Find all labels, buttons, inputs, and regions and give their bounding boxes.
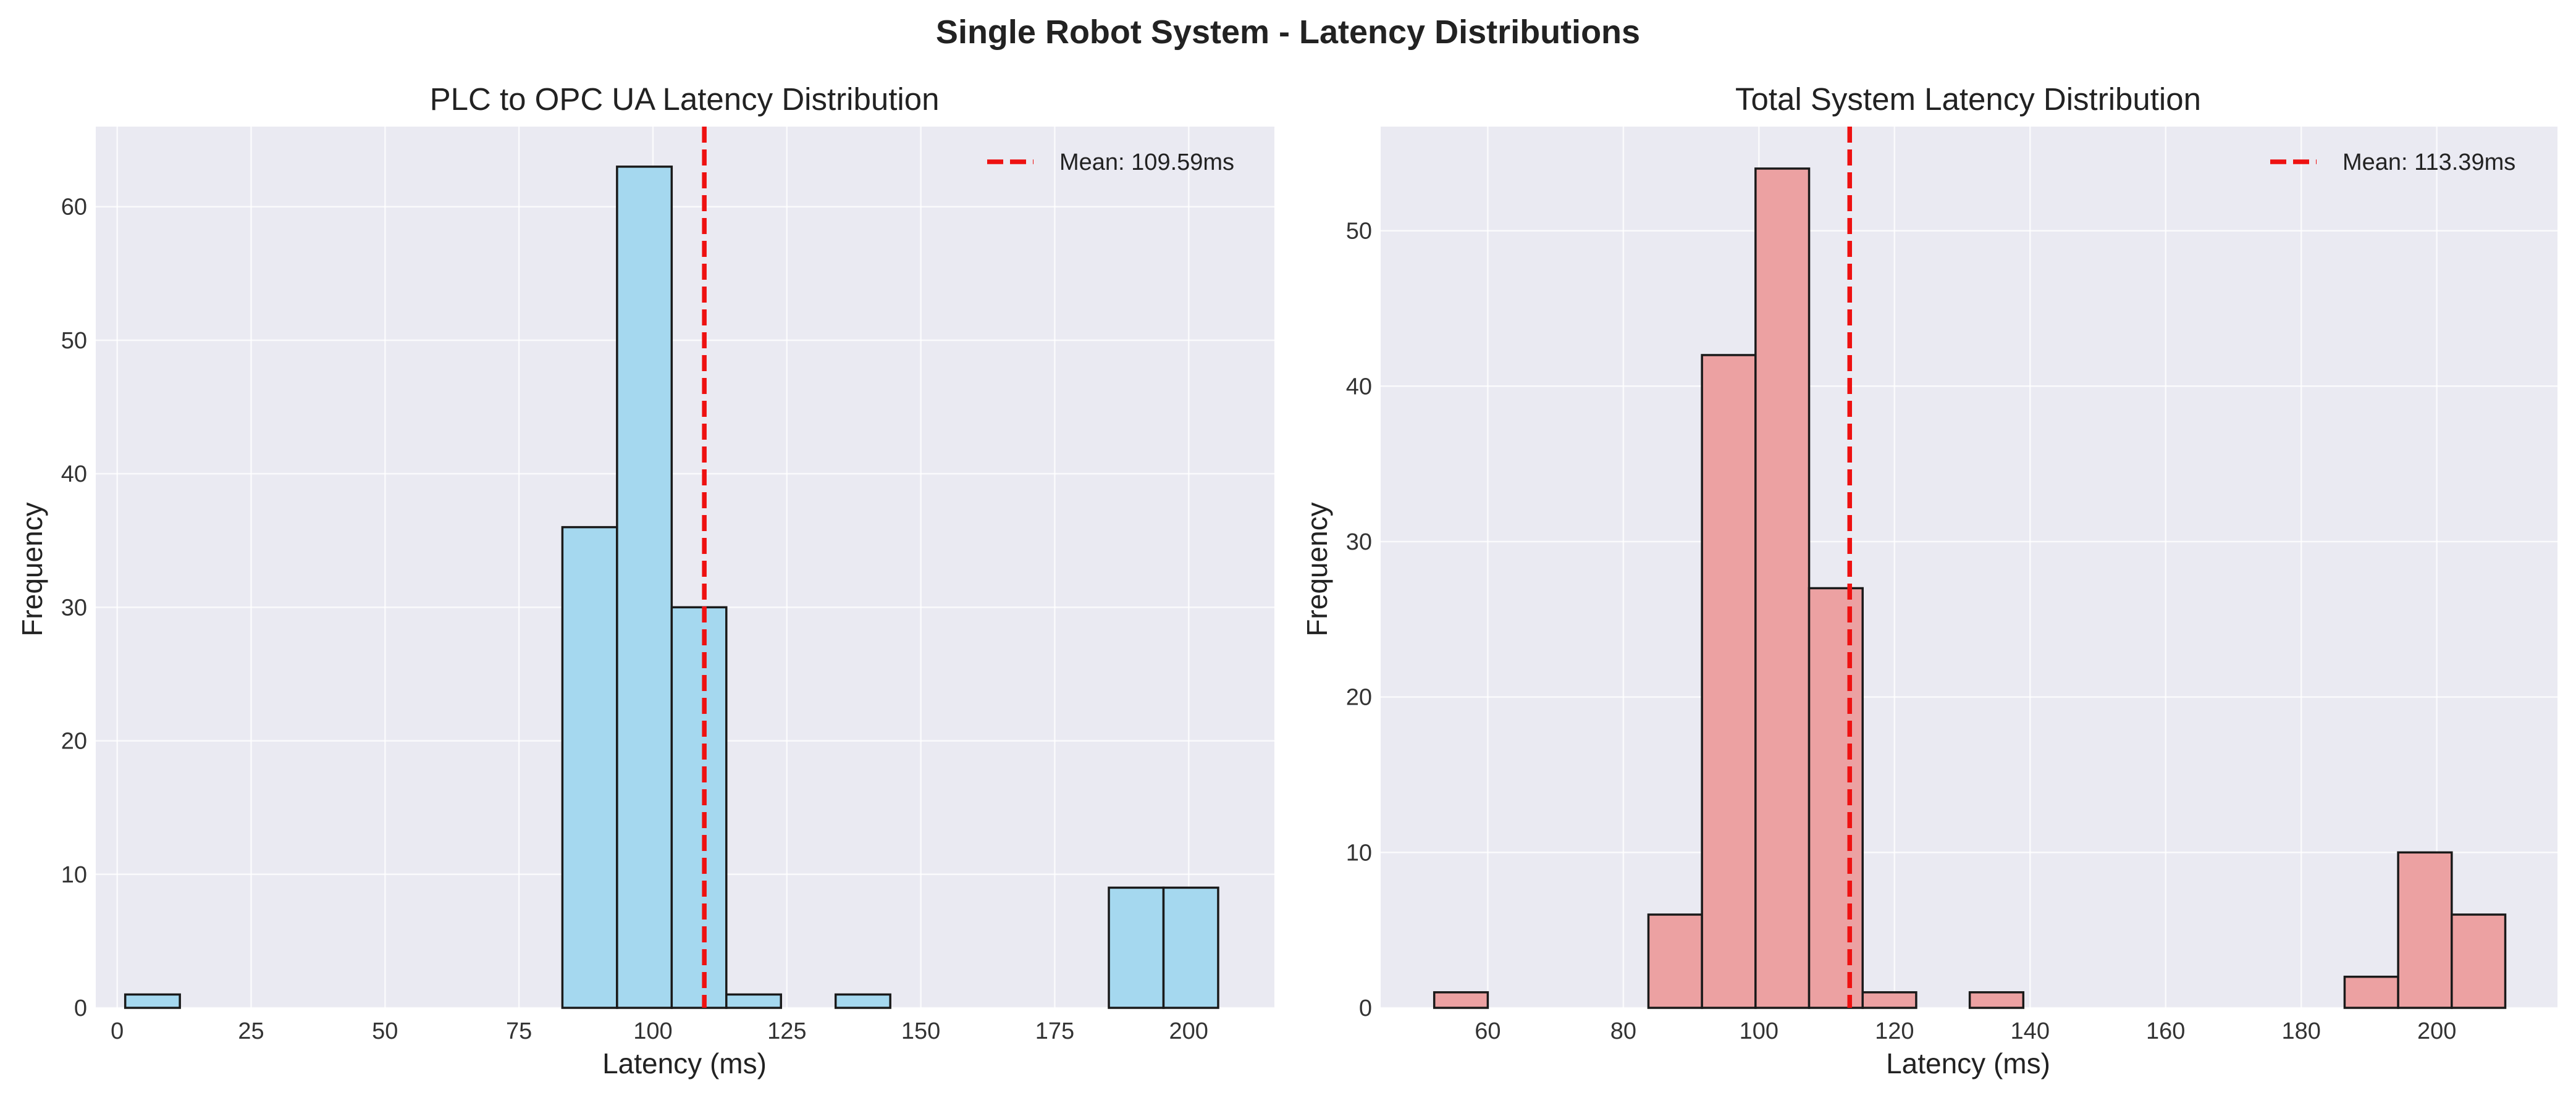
histogram-bar: [2397, 851, 2453, 1009]
x-tick-label: 50: [372, 1018, 398, 1044]
panel-title-plc: PLC to OPC UA Latency Distribution: [430, 82, 940, 117]
x-tick-label: 200: [2417, 1018, 2456, 1044]
histogram-bar: [561, 526, 618, 1009]
x-tick-label: 140: [2011, 1018, 2050, 1044]
legend: Mean: 109.59ms: [987, 149, 1234, 175]
x-tick-label: 160: [2146, 1018, 2185, 1044]
y-tick-label: 40: [1346, 374, 1372, 400]
histogram-bar: [1701, 354, 1757, 1009]
x-tick-label: 0: [111, 1018, 124, 1044]
x-axis-label-plc: Latency (ms): [602, 1047, 767, 1079]
histogram-bar: [670, 606, 728, 1009]
y-tick-label: 20: [61, 729, 87, 755]
histogram-bar: [1754, 167, 1811, 1009]
y-tick-label: 0: [1359, 995, 1372, 1021]
total-latency-panel: 60 80 100 120 140 160 180 200 0 10 20 30 40 50 Mean: 1…: [1301, 82, 2557, 1079]
histogram-bar: [1433, 991, 1489, 1009]
y-tick-label: 50: [61, 328, 87, 354]
x-tick-label: 25: [238, 1018, 264, 1044]
x-tick-label: 125: [767, 1018, 806, 1044]
y-axis-label-plc: Frequency: [16, 502, 48, 636]
x-tick-label: 175: [1035, 1018, 1074, 1044]
plc-latency-panel: 0 25 50 75 100 125 150 175 200 0 10 20 30 40 50 60 Mean:…: [16, 82, 1274, 1079]
histogram-bar: [124, 993, 181, 1009]
figure-suptitle: Single Robot System - Latency Distributi…: [936, 14, 1640, 51]
y-tick-label: 30: [61, 595, 87, 621]
x-tick-label: 120: [1875, 1018, 1914, 1044]
x-tick-label: 200: [1169, 1018, 1208, 1044]
plot-background: [1381, 127, 2557, 1008]
y-tick-label: 50: [1346, 219, 1372, 245]
histogram-bar: [2343, 975, 2399, 1009]
legend-mean-label: Mean: 109.59ms: [1059, 149, 1234, 175]
histogram-bar: [1162, 886, 1219, 1009]
histogram-bar: [725, 993, 782, 1009]
x-axis-label-total: Latency (ms): [1886, 1047, 2050, 1079]
x-tick-label: 80: [1610, 1018, 1636, 1044]
legend: Mean: 113.39ms: [2270, 149, 2515, 175]
y-tick-label: 60: [61, 195, 87, 220]
histogram-bar: [834, 993, 891, 1009]
x-tick-label: 75: [506, 1018, 532, 1044]
y-tick-label: 10: [61, 862, 87, 888]
histogram-bar: [2451, 913, 2507, 1009]
histogram-bar: [1968, 991, 2025, 1009]
y-tick-label: 10: [1346, 840, 1372, 866]
histogram-bar: [1108, 886, 1165, 1009]
x-tick-label: 100: [633, 1018, 672, 1044]
x-tick-label: 60: [1475, 1018, 1501, 1044]
plot-area: 0 25 50 75 100 125 150 175 200 0 10 20 30 40 50 60 Mean:…: [61, 127, 1274, 1044]
legend-mean-label: Mean: 113.39ms: [2342, 149, 2515, 175]
y-tick-label: 0: [74, 995, 87, 1021]
panel-title-total: Total System Latency Distribution: [1735, 82, 2201, 117]
histogram-bar: [1861, 991, 1917, 1009]
histogram-bar: [1808, 587, 1864, 1009]
plot-area: 60 80 100 120 140 160 180 200 0 10 20 30 40 50 Mean: 1…: [1346, 127, 2557, 1044]
histogram-bar: [1647, 913, 1703, 1009]
y-tick-label: 20: [1346, 685, 1372, 711]
x-tick-label: 150: [901, 1018, 940, 1044]
y-tick-label: 30: [1346, 529, 1372, 555]
y-axis-label-total: Frequency: [1301, 502, 1333, 636]
histogram-bar: [616, 166, 673, 1009]
x-tick-label: 180: [2281, 1018, 2320, 1044]
y-tick-label: 40: [61, 461, 87, 487]
x-tick-label: 100: [1740, 1018, 1778, 1044]
